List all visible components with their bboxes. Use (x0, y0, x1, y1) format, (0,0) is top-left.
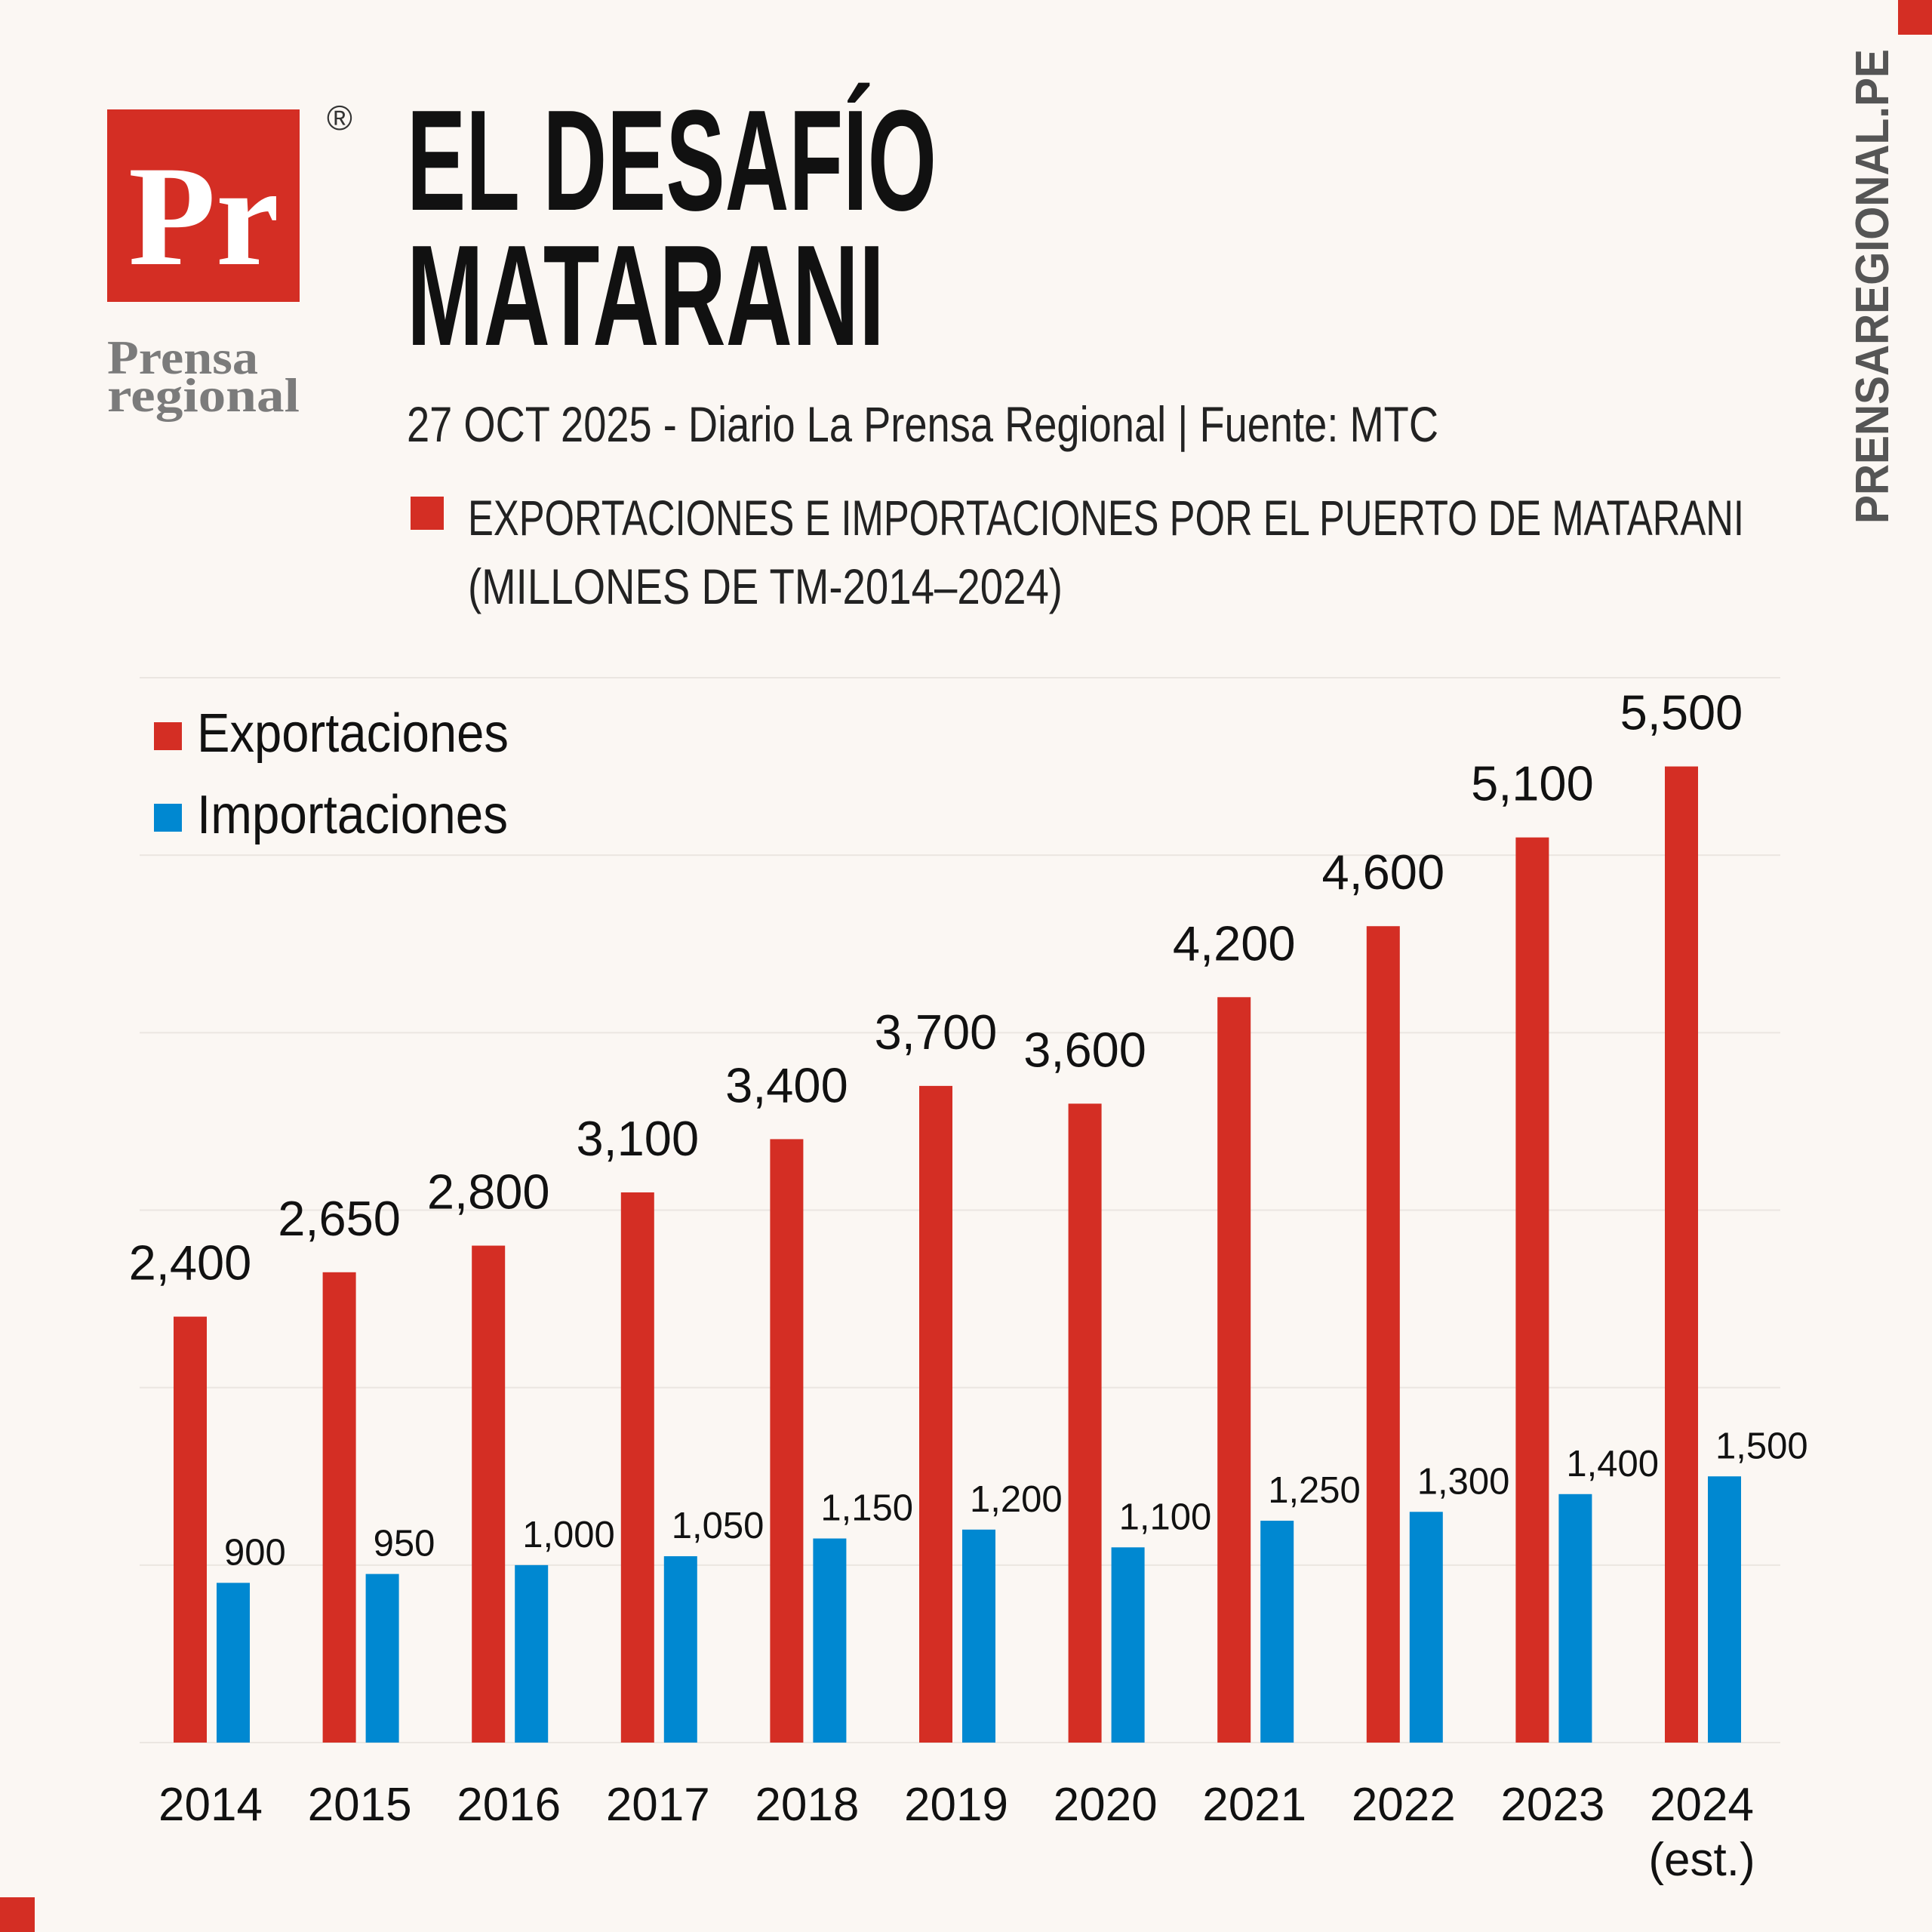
bar (1665, 766, 1698, 1743)
bar (322, 1272, 356, 1743)
logo-box (107, 109, 300, 302)
bar (663, 1556, 697, 1743)
bar (620, 1192, 654, 1743)
bar (1111, 1547, 1145, 1743)
bar (1708, 1476, 1741, 1743)
bar (365, 1574, 399, 1743)
bar (1515, 837, 1549, 1743)
corner-mark (0, 1897, 35, 1932)
bar (217, 1583, 250, 1743)
value-label: 3,700 (875, 1004, 998, 1060)
bar (813, 1538, 847, 1743)
subtitle: 27 OCT 2025 - Diario La Prensa Regional … (407, 396, 1438, 452)
value-label: 950 (374, 1524, 435, 1564)
logo-mark: Pr (128, 137, 279, 296)
x-tick-label: 2023 (1500, 1779, 1604, 1831)
legend-swatch (154, 722, 182, 750)
logo-name: regional (107, 368, 300, 422)
x-tick-label: 2017 (606, 1779, 710, 1831)
value-label: 900 (224, 1532, 286, 1573)
value-label: 3,600 (1023, 1022, 1146, 1077)
value-label: 5,500 (1620, 685, 1743, 740)
corner-mark (1898, 0, 1932, 35)
plot: Exportaciones Importaciones 2014 2015 2016 20… (129, 677, 1808, 1886)
chart-note: (MILLONES DE TM-2014–2024) (468, 558, 1063, 614)
legend-swatch (154, 804, 182, 832)
website: PRENSAREGIONAL.PE (1847, 49, 1899, 524)
x-tick-label: 2024 (est.) (1648, 1779, 1755, 1886)
value-label: 4,200 (1173, 915, 1296, 971)
bar (919, 1085, 952, 1743)
value-label: 1,250 (1268, 1470, 1361, 1511)
logo-registered: ® (327, 98, 352, 137)
title: MATARANI (407, 216, 884, 376)
note-bullet (411, 497, 444, 530)
x-tick-label: 2022 (1352, 1779, 1456, 1831)
x-tick-label: 2021 (1202, 1779, 1306, 1831)
value-label: 2,800 (427, 1164, 550, 1220)
bar (962, 1529, 995, 1743)
bar (1366, 926, 1400, 1743)
legend-label: Importaciones (197, 785, 508, 845)
value-label: 1,000 (522, 1515, 615, 1555)
chart-note: EXPORTACIONES E IMPORTACIONES POR EL PUE… (468, 490, 1744, 546)
logo-name: Prensa (107, 331, 258, 384)
bar (1409, 1512, 1443, 1743)
value-label: 1,150 (820, 1488, 913, 1529)
value-label: 4,600 (1321, 844, 1444, 900)
x-tick-label: 2019 (904, 1779, 1008, 1831)
value-label: 1,400 (1566, 1444, 1659, 1484)
x-tick-label: 2015 (308, 1779, 412, 1831)
bar (174, 1316, 207, 1743)
value-label: 2,650 (278, 1191, 401, 1246)
bar (770, 1139, 804, 1743)
value-label: 2,400 (129, 1235, 252, 1291)
bar (1068, 1103, 1102, 1743)
value-label: 5,100 (1471, 756, 1594, 811)
bar (515, 1564, 549, 1743)
value-label: 1,050 (672, 1506, 764, 1546)
value-label: 1,500 (1715, 1426, 1808, 1466)
bar (1558, 1494, 1592, 1743)
legend-label: Exportaciones (197, 703, 509, 764)
x-tick-label: 2018 (755, 1779, 859, 1831)
value-label: 1,200 (970, 1479, 1063, 1520)
x-tick-label: 2020 (1054, 1779, 1158, 1831)
value-label: 1,100 (1119, 1497, 1212, 1537)
title: EL DESAFÍO (407, 81, 937, 241)
value-label: 3,400 (725, 1057, 848, 1112)
bar (1260, 1521, 1294, 1743)
value-label: 3,100 (576, 1111, 699, 1166)
bar (1217, 997, 1251, 1743)
x-tick-label: 2014 (158, 1779, 263, 1831)
value-label: 1,300 (1417, 1461, 1510, 1502)
bar (472, 1245, 506, 1743)
x-tick-label: 2016 (457, 1779, 561, 1831)
